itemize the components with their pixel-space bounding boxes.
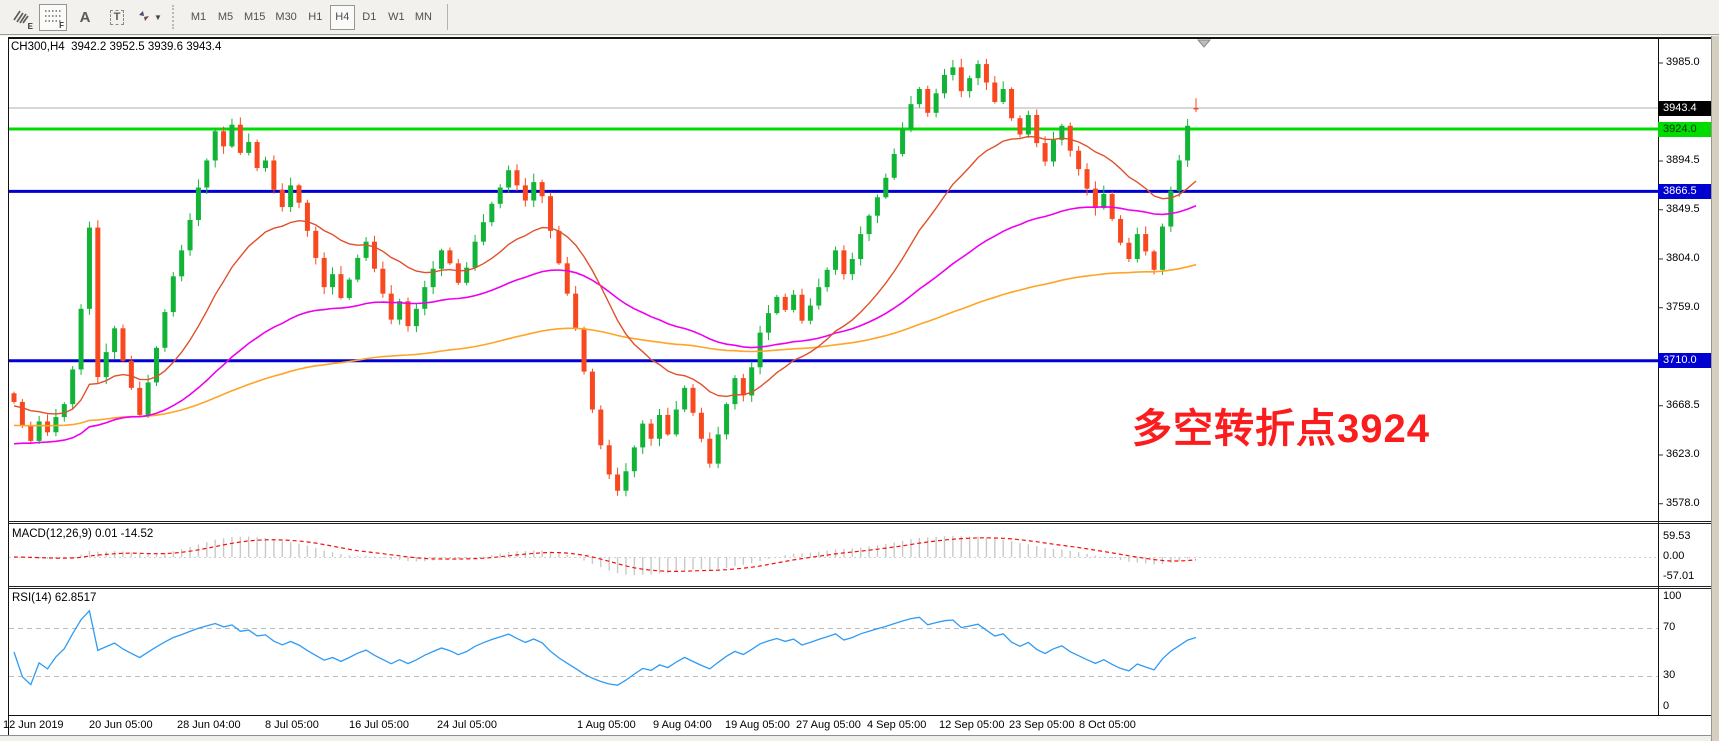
annotation-text: 多空转折点3924: [1132, 407, 1430, 451]
date-label: 20 Jun 05:00: [89, 719, 153, 731]
fibonacci-button[interactable]: F: [39, 3, 67, 31]
timeframe-mn[interactable]: MN: [414, 11, 432, 23]
arrows-button[interactable]: ▼: [135, 4, 163, 31]
rsi-label: RSI(14) 62.8517: [12, 592, 97, 604]
rsi-tick: 0: [1663, 700, 1670, 712]
price-badge: 3710.0: [1658, 353, 1711, 369]
date-label: 1 Aug 05:00: [577, 719, 636, 731]
date-label: 28 Jun 04:00: [177, 719, 241, 731]
date-label: 19 Aug 05:00: [725, 719, 790, 731]
text-tool-button[interactable]: T: [103, 4, 131, 31]
text-label-button[interactable]: A: [71, 4, 99, 31]
price-tick: 3623.0: [1666, 448, 1700, 460]
toolbar-separator: [446, 4, 448, 30]
timeframe-m1[interactable]: M1: [190, 11, 207, 23]
date-label: 8 Oct 05:00: [1079, 719, 1136, 731]
macd-tick: -57.01: [1663, 570, 1695, 582]
text-tool-icon: T: [109, 9, 125, 25]
timeframe-h4[interactable]: H4: [329, 4, 355, 30]
timeframe-w1[interactable]: W1: [388, 11, 405, 23]
chart-window: [0, 36, 1712, 736]
macd-tick: 0.00: [1663, 550, 1685, 562]
price-tick: 3668.5: [1666, 398, 1700, 411]
price-badge: 3943.4: [1658, 100, 1711, 116]
price-badge: 3866.5: [1658, 183, 1711, 199]
timeframe-m30[interactable]: M30: [275, 11, 297, 23]
date-label: 12 Jun 2019: [3, 719, 64, 731]
price-tick: 3578.0: [1666, 496, 1700, 509]
timeframe-h1[interactable]: H1: [308, 11, 323, 23]
channel-icon: [12, 8, 30, 27]
date-label: 23 Sep 05:00: [1009, 719, 1075, 731]
symbol-ohlc-label: CH300,H4 3942.2 3952.5 3939.6 3943.4: [11, 41, 222, 53]
fibonacci-glyph: F: [59, 20, 64, 30]
dropdown-caret-icon: ▼: [154, 12, 162, 22]
price-badge: 3924.0: [1658, 121, 1711, 137]
rsi-tick: 100: [1663, 590, 1682, 602]
timeframe-group: M1 M5 M15 M30 H1 H4 D1 W1 MN: [185, 4, 437, 30]
timeframe-m5[interactable]: M5: [217, 11, 234, 23]
date-label: 8 Jul 05:00: [265, 719, 319, 731]
rsi-tick: 70: [1663, 621, 1676, 633]
panel-splitter-macd[interactable]: [8, 520, 1711, 525]
rsi-tick: 30: [1663, 669, 1676, 681]
price-tick: 3849.5: [1666, 202, 1700, 215]
text-label-icon: A: [79, 8, 91, 26]
channel-glyph: E: [27, 21, 33, 31]
date-label: 12 Sep 05:00: [939, 719, 1005, 731]
date-label: 9 Aug 04:00: [653, 719, 712, 731]
price-tick: 3894.5: [1666, 154, 1700, 166]
panel-splitter-rsi[interactable]: [8, 585, 1711, 590]
date-label: 4 Sep 05:00: [867, 719, 927, 731]
date-label: 24 Jul 05:00: [437, 719, 497, 731]
price-tick: 3985.0: [1666, 56, 1700, 68]
price-tick: 3759.0: [1666, 300, 1700, 313]
chart-shift-marker: [1196, 39, 1212, 48]
date-label: 27 Aug 05:00: [796, 719, 861, 731]
timeframe-d1[interactable]: D1: [362, 11, 377, 23]
timeframe-m15[interactable]: M15: [244, 11, 266, 23]
price-tick: 3804.0: [1666, 252, 1700, 264]
fibonacci-icon: [44, 8, 62, 27]
toolbar: E F A T ▼ M1 M5 M15 M30 H1 H4 D1 W1 MN: [0, 0, 1719, 35]
window-edge: [1711, 36, 1719, 741]
macd-tick: 59.53: [1663, 530, 1691, 542]
macd-label: MACD(12,26,9) 0.01 -14.52: [12, 528, 154, 540]
draw-channel-button[interactable]: E: [7, 4, 35, 31]
toolbar-drag-handle[interactable]: [172, 5, 178, 29]
date-label: 16 Jul 05:00: [349, 719, 409, 731]
arrows-icon: [136, 8, 152, 27]
